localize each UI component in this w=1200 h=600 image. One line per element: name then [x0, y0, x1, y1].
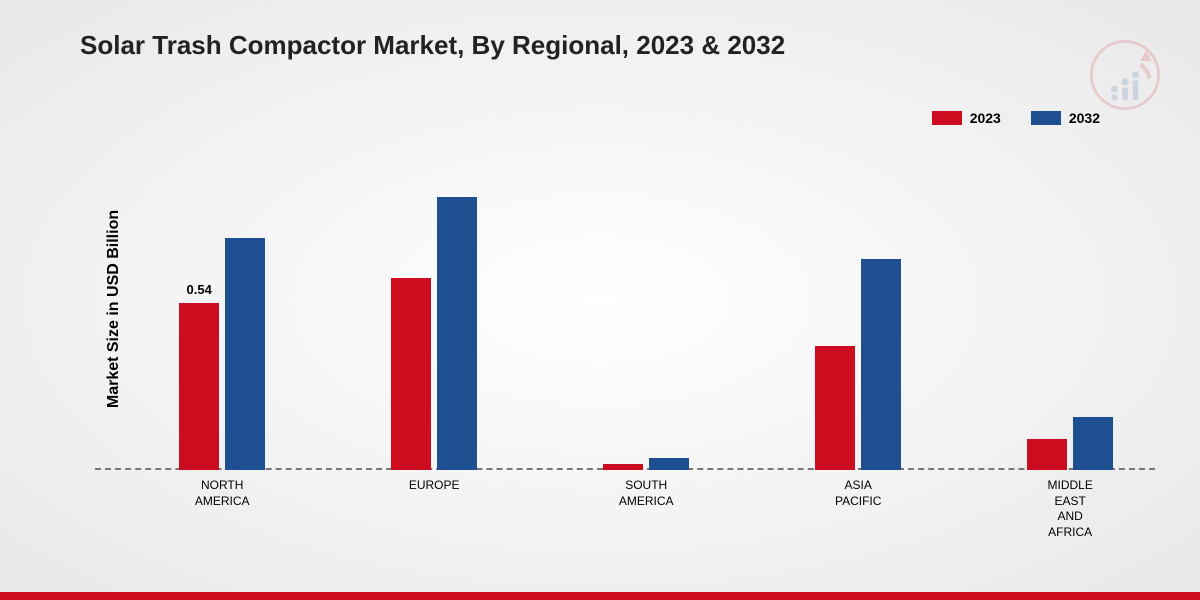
- bar: [391, 278, 431, 470]
- watermark-logo-icon: [1090, 40, 1160, 110]
- legend: 2023 2032: [932, 110, 1100, 126]
- plot-area: 0.54: [95, 160, 1155, 470]
- bar: [1027, 439, 1067, 470]
- x-axis-label: NORTH AMERICA: [195, 478, 250, 509]
- bar: [179, 303, 219, 470]
- legend-label: 2032: [1069, 110, 1100, 126]
- x-axis-label: EUROPE: [409, 478, 460, 494]
- bar: [861, 259, 901, 470]
- bar: [603, 464, 643, 470]
- bar-value-label: 0.54: [187, 282, 212, 297]
- bar: [815, 346, 855, 470]
- legend-item-2023: 2023: [932, 110, 1001, 126]
- bar-group: [815, 259, 901, 470]
- x-axis-label: SOUTH AMERICA: [619, 478, 674, 509]
- legend-label: 2023: [970, 110, 1001, 126]
- bar: [225, 238, 265, 471]
- bar-group: [1027, 417, 1113, 470]
- bar-group: [391, 197, 477, 470]
- x-axis-label: MIDDLE EAST AND AFRICA: [1048, 478, 1093, 540]
- bar: [437, 197, 477, 470]
- legend-swatch-icon: [932, 111, 962, 125]
- bar: [1073, 417, 1113, 470]
- bar-group: [179, 238, 265, 471]
- x-axis-label: ASIA PACIFIC: [835, 478, 881, 509]
- bar: [649, 458, 689, 470]
- footer-bar: [0, 592, 1200, 600]
- legend-item-2032: 2032: [1031, 110, 1100, 126]
- legend-swatch-icon: [1031, 111, 1061, 125]
- chart-title: Solar Trash Compactor Market, By Regiona…: [80, 30, 785, 61]
- bar-group: [603, 458, 689, 470]
